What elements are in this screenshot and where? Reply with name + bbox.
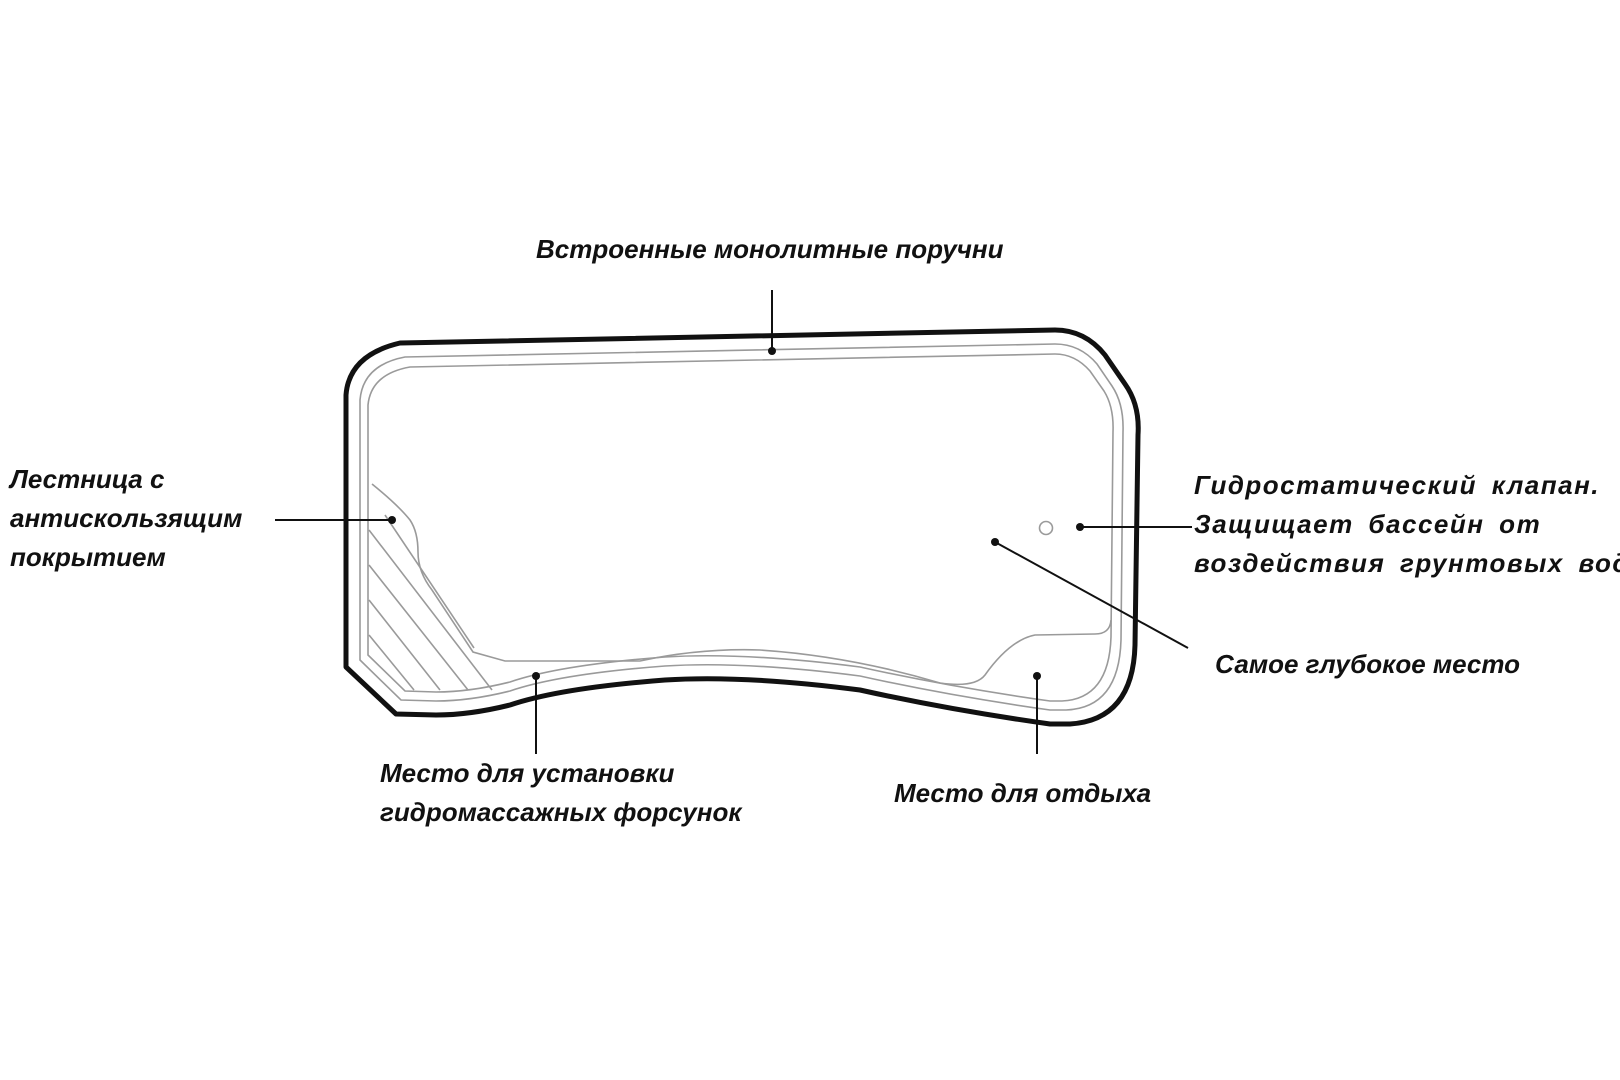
jets-label-line-2: гидромассажных форсунок xyxy=(380,797,742,827)
jets-label: Место для установки гидромассажных форсу… xyxy=(380,754,742,832)
valve-label-line-2: Защищает бассейн от xyxy=(1194,509,1542,539)
handrails-label: Встроенные монолитные поручни xyxy=(536,230,1004,269)
valve-label: Гидростатический клапан. Защищает бассей… xyxy=(1194,466,1620,583)
jets-label-line-1: Место для установки xyxy=(380,758,675,788)
leader-lines xyxy=(275,290,1192,754)
deepest-leader-line xyxy=(994,541,1189,649)
deepest-label-text: Самое глубокое место xyxy=(1215,649,1521,679)
ladder-label: Лестница с антискользящим покрытием xyxy=(10,460,242,577)
handrails-dot-icon xyxy=(768,347,776,355)
deepest-dot-icon xyxy=(991,538,999,546)
rest-label: Место для отдыха xyxy=(894,774,1151,813)
pool-handrail-line-inner xyxy=(367,353,1114,702)
pool-outer-outline xyxy=(343,327,1141,727)
rest-dot-icon xyxy=(1033,672,1041,680)
valve-label-line-3: воздействия грунтовых вод xyxy=(1194,548,1620,578)
ladder-label-line-3: покрытием xyxy=(10,542,166,572)
pool-handrail-line-outer xyxy=(359,343,1124,711)
leader-dots xyxy=(388,347,1084,680)
valve-dot-icon xyxy=(1076,523,1084,531)
valve-circle-icon xyxy=(1038,520,1054,536)
ladder-label-line-1: Лестница с xyxy=(10,464,165,494)
ladder-label-line-2: антискользящим xyxy=(10,503,243,533)
ladder-outline xyxy=(371,483,1112,686)
rest-label-text: Место для отдыха xyxy=(894,778,1152,808)
deepest-label: Самое глубокое место xyxy=(1215,645,1520,684)
valve-label-line-1: Гидростатический клапан. xyxy=(1194,470,1601,500)
ladder-dot-icon xyxy=(388,516,396,524)
jets-dot-icon xyxy=(532,672,540,680)
handrails-label-text: Встроенные монолитные поручни xyxy=(536,234,1004,264)
ladder-steps xyxy=(368,514,493,691)
